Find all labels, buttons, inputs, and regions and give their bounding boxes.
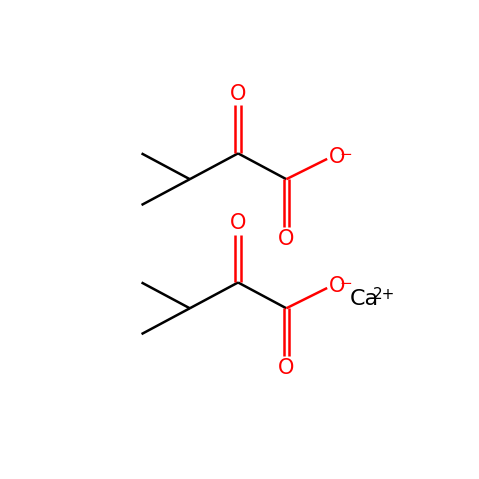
Text: O: O (329, 276, 345, 296)
Text: O: O (278, 229, 295, 249)
Text: O: O (329, 147, 345, 167)
Text: 2+: 2+ (373, 287, 395, 302)
Text: O: O (230, 83, 246, 103)
Text: Ca: Ca (350, 289, 378, 309)
Text: −: − (340, 276, 352, 291)
Text: O: O (278, 358, 295, 378)
Text: O: O (230, 213, 246, 233)
Text: −: − (340, 147, 352, 162)
